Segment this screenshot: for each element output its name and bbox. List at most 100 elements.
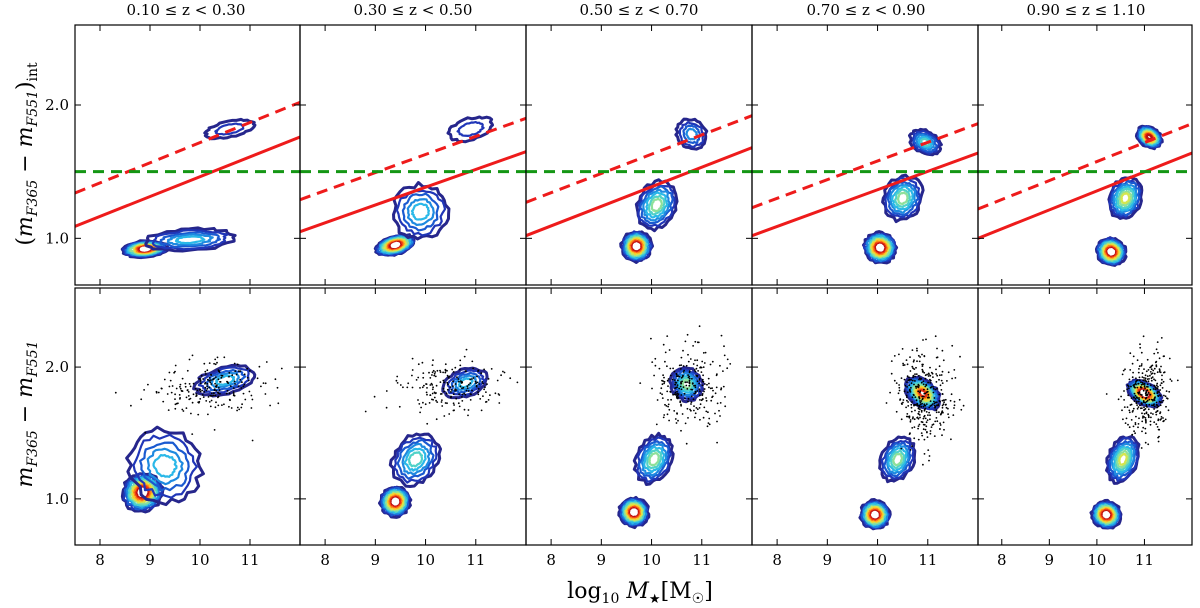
galaxy-point <box>913 359 915 362</box>
galaxy-point <box>931 372 934 375</box>
galaxy-point <box>691 383 694 385</box>
galaxy-point <box>925 425 928 428</box>
galaxy-point <box>941 382 944 384</box>
galaxy-point <box>1134 423 1137 426</box>
galaxy-point <box>419 411 421 414</box>
galaxy-point <box>433 374 436 377</box>
contour-level <box>1108 440 1137 480</box>
galaxy-point <box>1156 391 1159 393</box>
galaxy-point <box>210 379 212 381</box>
galaxy-point <box>917 412 920 415</box>
galaxy-point <box>936 387 938 390</box>
galaxy-point <box>1153 397 1156 400</box>
galaxy-point <box>210 399 213 402</box>
y-label-top-close: ) <box>13 81 38 90</box>
galaxy-point <box>910 382 913 385</box>
galaxy-point <box>450 389 453 391</box>
galaxy-point <box>962 404 965 407</box>
contour-level <box>205 368 247 392</box>
galaxy-point <box>898 384 900 386</box>
galaxy-point <box>696 408 699 411</box>
x-tick-label: 9 <box>597 551 607 569</box>
galaxy-point <box>685 442 688 445</box>
galaxy-point <box>906 391 909 394</box>
galaxy-point <box>666 335 669 337</box>
galaxy-point <box>909 432 911 435</box>
galaxy-point <box>208 401 211 403</box>
galaxy-point <box>934 406 936 409</box>
contour-level <box>636 436 672 483</box>
galaxy-point <box>1136 404 1138 406</box>
galaxy-point <box>926 436 929 438</box>
galaxy-point <box>902 362 904 365</box>
galaxy-point <box>1128 409 1131 412</box>
galaxy-point <box>929 432 932 435</box>
y-tick-label: 1.0 <box>45 229 69 247</box>
galaxy-point <box>1155 365 1158 368</box>
galaxy-point <box>1132 425 1135 428</box>
contour-level <box>1102 511 1111 519</box>
galaxy-point <box>909 356 911 358</box>
column-title-1: 0.10 ≤ z < 0.30 <box>127 1 246 19</box>
galaxy-point <box>916 416 918 419</box>
galaxy-point <box>927 393 930 396</box>
galaxy-point <box>704 383 706 385</box>
galaxy-point <box>690 403 692 405</box>
galaxy-point <box>214 385 217 388</box>
galaxy-point <box>939 384 942 387</box>
galaxy-point <box>656 399 659 401</box>
galaxy-point <box>217 396 219 399</box>
galaxy-point <box>678 387 681 390</box>
galaxy-point <box>950 393 953 396</box>
column-title-2: 0.30 ≤ z < 0.50 <box>354 1 473 19</box>
galaxy-point <box>192 382 195 385</box>
galaxy-point <box>484 386 486 389</box>
x-tick-label: 11 <box>240 551 259 569</box>
galaxy-point <box>922 339 924 341</box>
galaxy-point <box>199 382 202 385</box>
galaxy-point <box>280 367 283 370</box>
galaxy-point <box>466 385 469 388</box>
galaxy-point <box>223 403 225 406</box>
galaxy-point <box>443 415 446 417</box>
x-tick-label: 11 <box>466 551 485 569</box>
galaxy-point <box>942 403 945 406</box>
galaxy-point <box>446 369 448 372</box>
galaxy-point <box>458 393 460 396</box>
galaxy-point <box>934 420 937 423</box>
contour-level <box>674 117 709 151</box>
y-label-bottom-m2: m <box>13 377 38 398</box>
galaxy-point <box>436 369 439 372</box>
galaxy-point <box>208 376 211 379</box>
galaxy-point <box>1123 390 1125 392</box>
galaxy-point <box>899 398 902 401</box>
galaxy-point <box>707 377 710 380</box>
galaxy-point <box>688 370 691 373</box>
galaxy-point <box>439 369 441 372</box>
contour-level <box>1107 248 1116 256</box>
galaxy-point <box>930 426 933 428</box>
contour-level <box>645 191 669 219</box>
contour-level <box>1106 436 1139 483</box>
galaxy-point <box>938 365 941 368</box>
galaxy-point <box>448 413 451 415</box>
galaxy-point <box>912 360 915 363</box>
contour-level <box>918 388 928 398</box>
galaxy-point <box>929 414 931 417</box>
galaxy-point <box>215 389 218 392</box>
galaxy-point <box>230 407 233 409</box>
galaxy-point <box>483 388 485 391</box>
galaxy-point <box>919 416 921 419</box>
contour-level <box>393 436 438 484</box>
galaxy-point <box>199 390 202 393</box>
galaxy-point <box>1142 383 1144 386</box>
galaxy-point <box>421 361 424 364</box>
galaxy-point <box>202 378 205 380</box>
galaxy-point <box>935 401 938 404</box>
galaxy-point <box>914 396 917 398</box>
galaxy-point <box>694 386 697 389</box>
galaxy-point <box>446 374 449 377</box>
galaxy-point <box>682 349 684 352</box>
galaxy-point <box>1160 365 1162 368</box>
galaxy-point <box>917 354 920 357</box>
